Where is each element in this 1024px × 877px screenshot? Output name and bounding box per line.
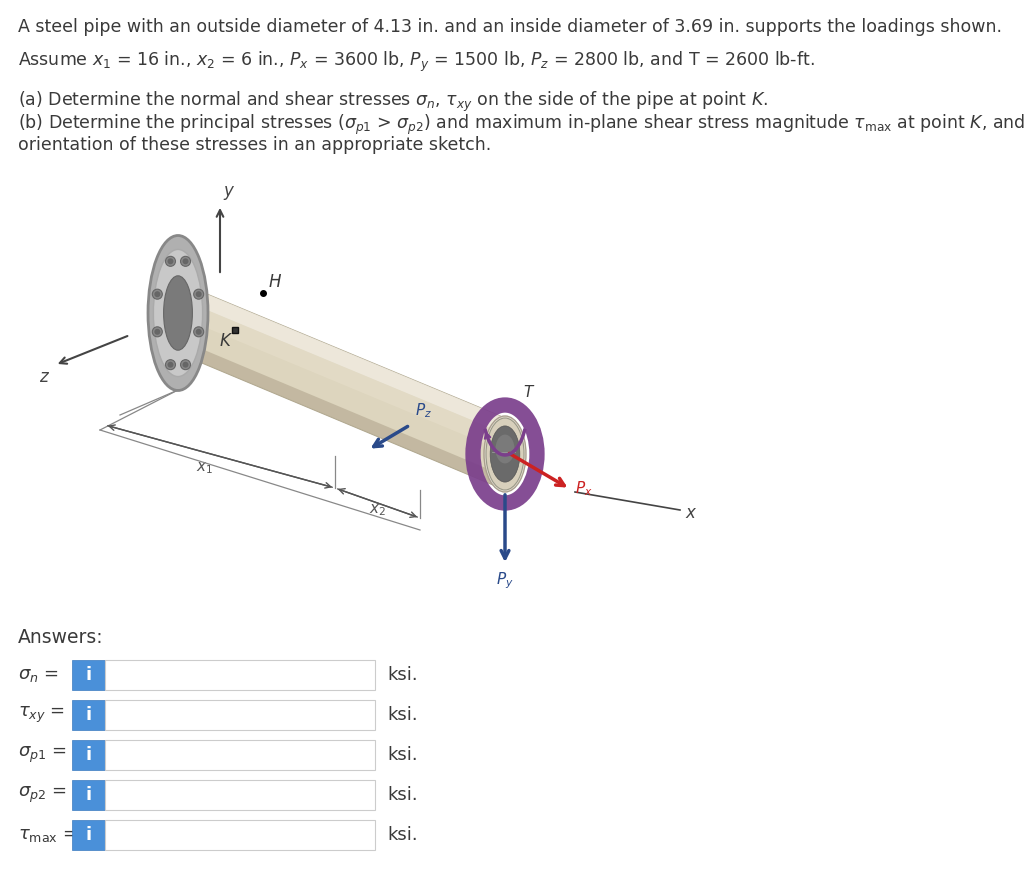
Text: $\sigma_{p1}$ =: $\sigma_{p1}$ = <box>18 745 67 765</box>
Ellipse shape <box>496 435 514 463</box>
Polygon shape <box>190 287 505 434</box>
Text: ksi.: ksi. <box>387 746 418 764</box>
Text: i: i <box>85 786 91 804</box>
Ellipse shape <box>486 418 524 490</box>
FancyBboxPatch shape <box>105 820 375 850</box>
Ellipse shape <box>484 416 526 492</box>
Circle shape <box>182 361 188 367</box>
Circle shape <box>153 327 163 337</box>
Circle shape <box>194 327 204 337</box>
Text: $x_1$: $x_1$ <box>197 460 214 476</box>
Circle shape <box>155 291 161 297</box>
Ellipse shape <box>490 426 520 482</box>
Text: (a) Determine the normal and shear stresses $\sigma_n$, $\tau_{xy}$ on the side : (a) Determine the normal and shear stres… <box>18 90 768 114</box>
Text: i: i <box>85 666 91 684</box>
Text: ksi.: ksi. <box>387 826 418 844</box>
Text: T: T <box>523 385 532 400</box>
Polygon shape <box>190 303 505 452</box>
Text: K: K <box>219 332 230 350</box>
Text: $P_x$: $P_x$ <box>575 480 593 498</box>
Polygon shape <box>190 287 505 490</box>
Text: $\tau_{xy}$ =: $\tau_{xy}$ = <box>18 705 66 725</box>
Circle shape <box>168 259 173 264</box>
Text: A steel pipe with an outside diameter of 4.13 in. and an inside diameter of 3.69: A steel pipe with an outside diameter of… <box>18 18 1002 36</box>
Circle shape <box>194 289 204 299</box>
Circle shape <box>166 256 175 267</box>
Ellipse shape <box>148 236 208 390</box>
Text: H: H <box>269 273 282 291</box>
Circle shape <box>180 360 190 370</box>
Text: i: i <box>85 826 91 844</box>
FancyBboxPatch shape <box>72 780 105 810</box>
Circle shape <box>182 259 188 264</box>
Text: ksi.: ksi. <box>387 786 418 804</box>
Text: Assume $x_1$ = 16 in., $x_2$ = 6 in., $P_x$ = 3600 lb, $P_y$ = 1500 lb, $P_z$ = : Assume $x_1$ = 16 in., $x_2$ = 6 in., $P… <box>18 50 815 75</box>
Circle shape <box>155 329 161 335</box>
Text: (b) Determine the principal stresses ($\sigma_{p1}$ > $\sigma_{p2}$) and maximum: (b) Determine the principal stresses ($\… <box>18 113 1024 137</box>
Circle shape <box>166 360 175 370</box>
Text: $\sigma_{p2}$ =: $\sigma_{p2}$ = <box>18 785 67 805</box>
FancyBboxPatch shape <box>72 740 105 770</box>
FancyBboxPatch shape <box>105 660 375 690</box>
Circle shape <box>180 256 190 267</box>
Text: x: x <box>685 504 695 522</box>
Text: z: z <box>39 368 48 386</box>
FancyBboxPatch shape <box>72 820 105 850</box>
Text: ksi.: ksi. <box>387 666 418 684</box>
Text: $P_z$: $P_z$ <box>415 402 432 420</box>
Ellipse shape <box>164 275 193 350</box>
FancyBboxPatch shape <box>72 700 105 730</box>
Text: orientation of these stresses in an appropriate sketch.: orientation of these stresses in an appr… <box>18 136 492 154</box>
FancyBboxPatch shape <box>105 740 375 770</box>
Ellipse shape <box>154 249 203 376</box>
Text: i: i <box>85 706 91 724</box>
Text: y: y <box>223 182 232 200</box>
Circle shape <box>153 289 163 299</box>
Text: $x_2$: $x_2$ <box>370 503 386 517</box>
Text: i: i <box>85 746 91 764</box>
Polygon shape <box>190 344 505 490</box>
Text: $\tau_{\mathrm{max}}$ =: $\tau_{\mathrm{max}}$ = <box>18 826 78 844</box>
Text: Answers:: Answers: <box>18 628 103 647</box>
Circle shape <box>196 291 202 297</box>
Text: $P_y$: $P_y$ <box>497 570 514 590</box>
FancyBboxPatch shape <box>72 660 105 690</box>
Text: $\sigma_n$ =: $\sigma_n$ = <box>18 666 58 684</box>
Circle shape <box>196 329 202 335</box>
FancyBboxPatch shape <box>105 700 375 730</box>
Circle shape <box>168 361 173 367</box>
Text: ksi.: ksi. <box>387 706 418 724</box>
FancyBboxPatch shape <box>105 780 375 810</box>
